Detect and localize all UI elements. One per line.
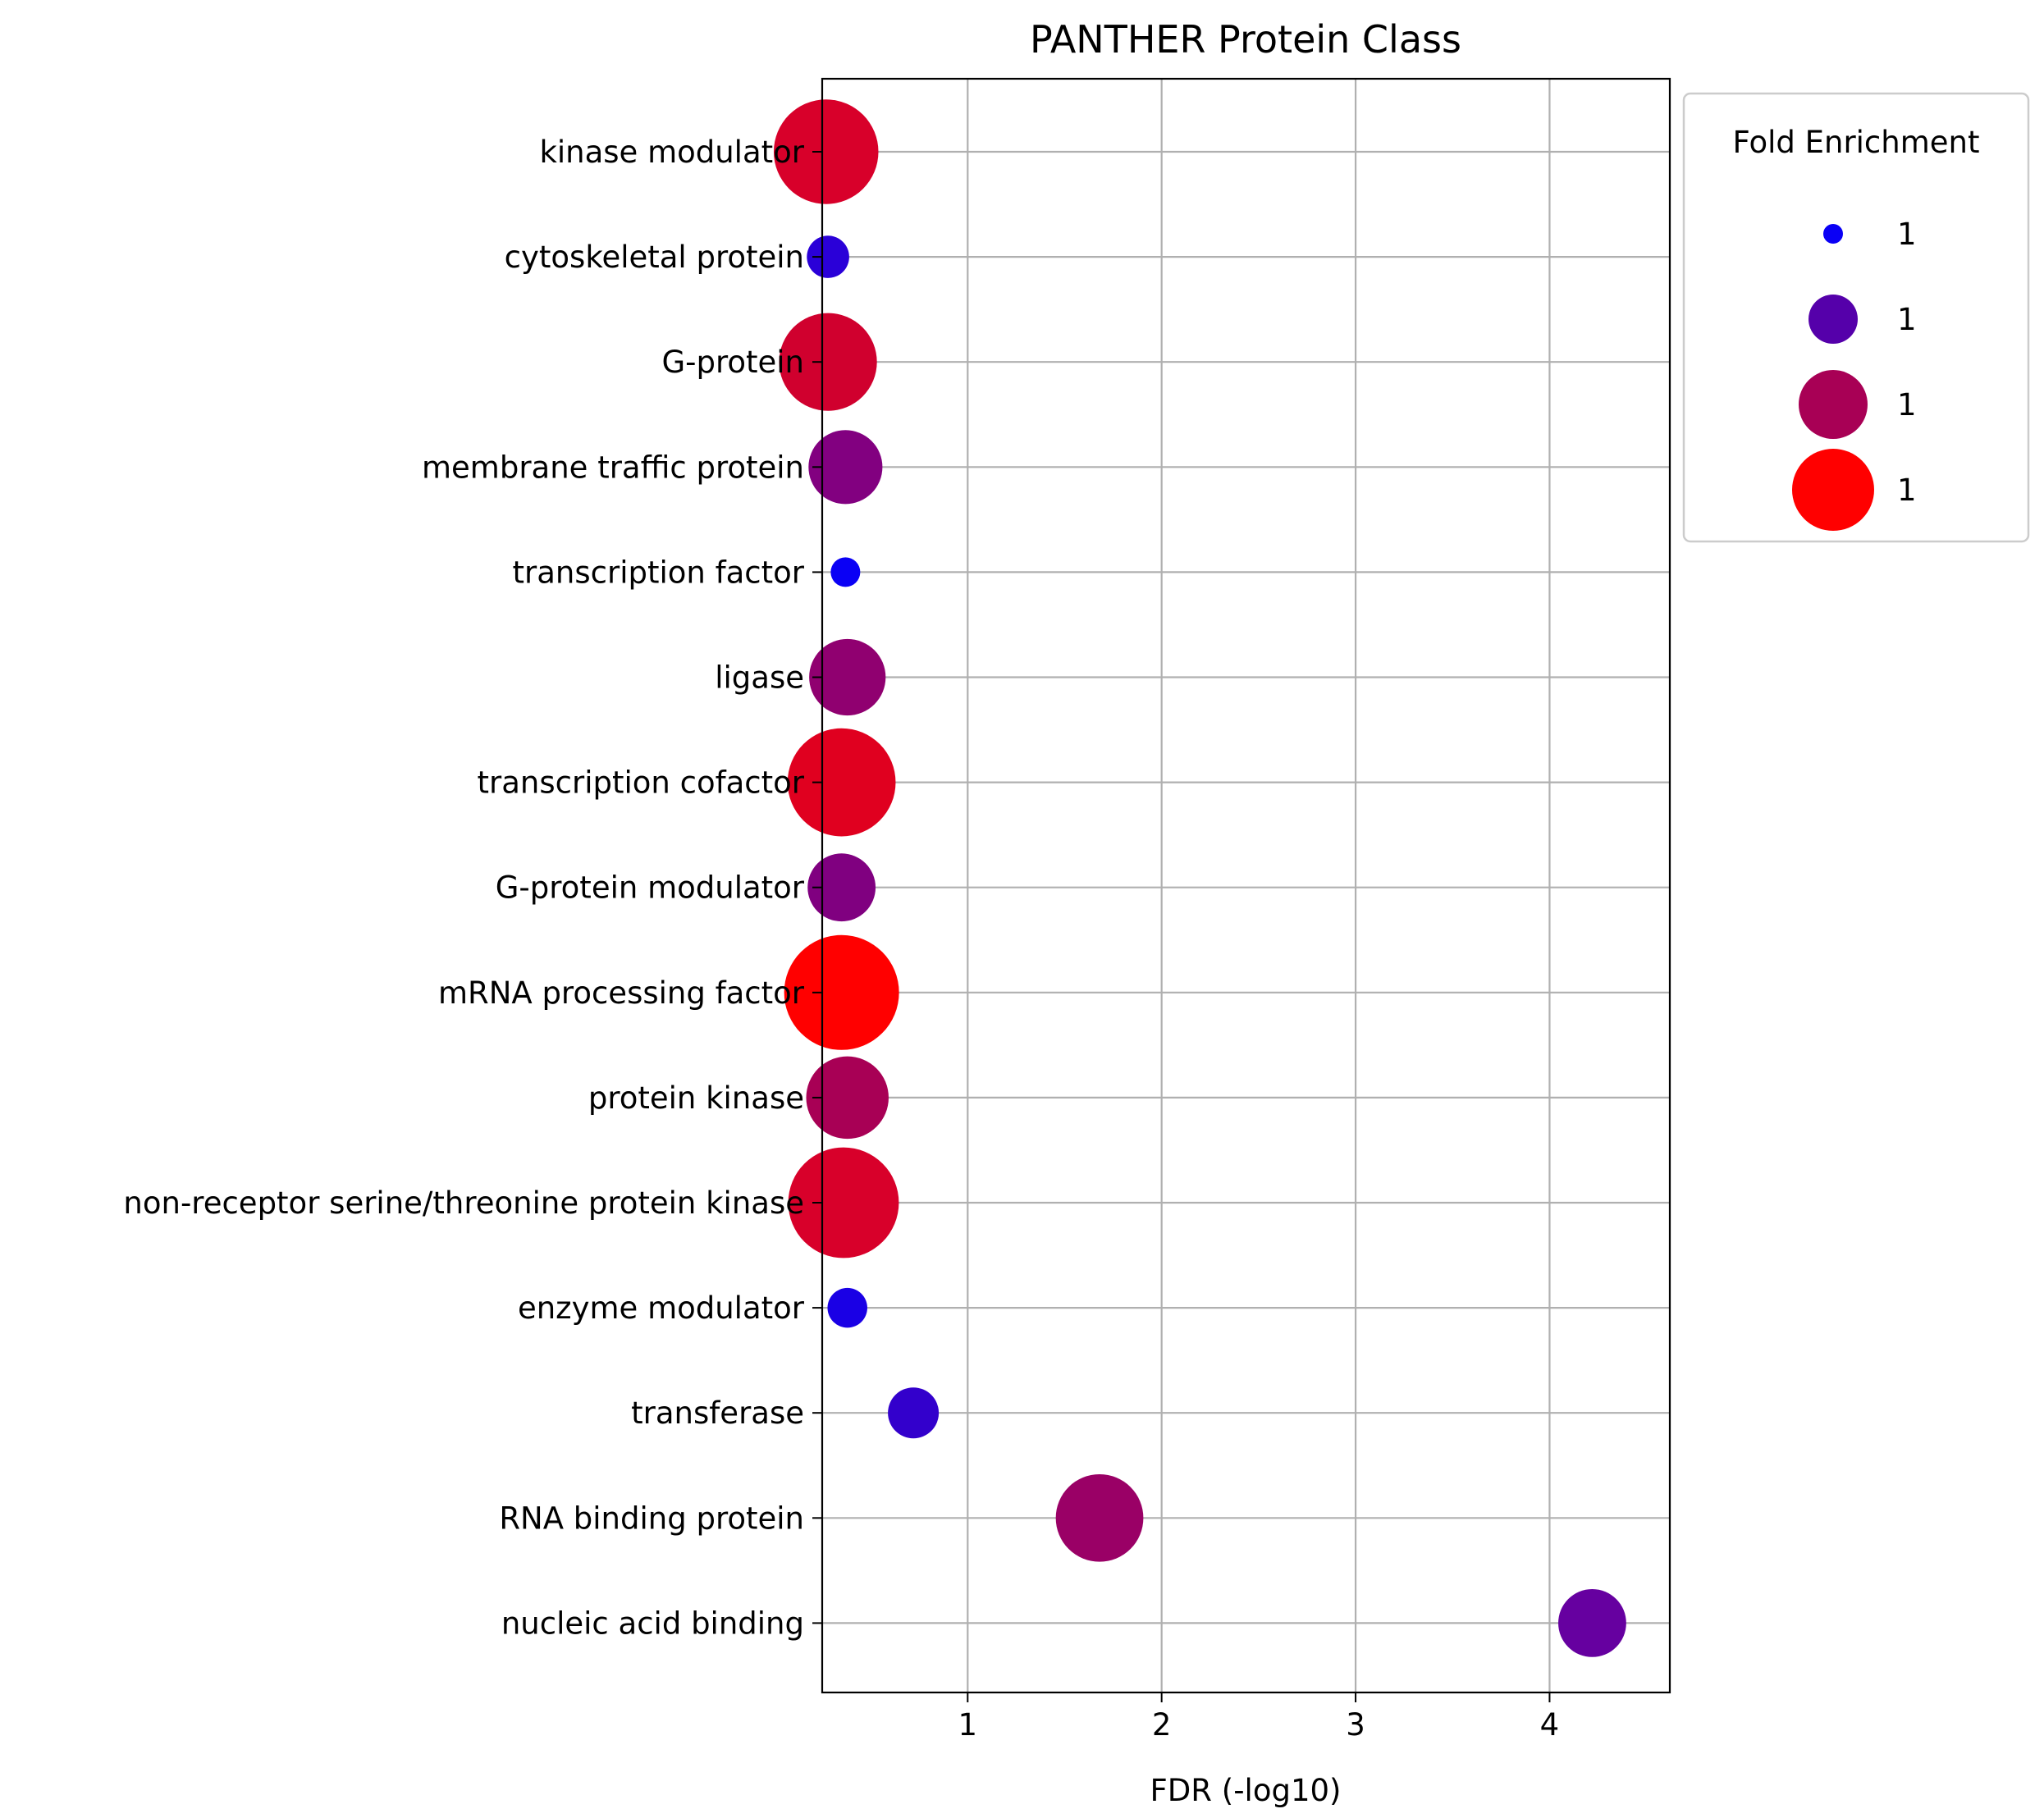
x-tick-labels: 1 2 3 4 bbox=[958, 1692, 1560, 1743]
legend-marker bbox=[1792, 449, 1874, 531]
y-tick-label: transferase bbox=[631, 1395, 804, 1431]
x-axis-label: FDR (-log10) bbox=[1150, 1773, 1342, 1808]
legend: Fold Enrichment 1 1 1 1 bbox=[1682, 92, 2030, 543]
bubble-point bbox=[807, 853, 876, 922]
legend-entries: 1 1 1 1 bbox=[1792, 217, 1917, 531]
chart-title: PANTHER Protein Class bbox=[1030, 17, 1461, 62]
y-tick-label: RNA binding protein bbox=[499, 1501, 804, 1536]
bubble-point bbox=[784, 934, 899, 1050]
y-tick-label: transcription factor bbox=[513, 555, 805, 590]
x-tick-label: 1 bbox=[958, 1707, 978, 1743]
bubble-point bbox=[773, 99, 879, 204]
bubble-point bbox=[809, 638, 886, 716]
legend-label: 1 bbox=[1897, 302, 1917, 337]
y-tick-label: membrane traffic protein bbox=[422, 450, 804, 485]
bubble-marks bbox=[773, 99, 1626, 1657]
legend-marker bbox=[1823, 224, 1843, 244]
legend-label: 1 bbox=[1897, 473, 1917, 508]
bubble-point bbox=[787, 728, 896, 837]
y-tick-label: protein kinase bbox=[588, 1080, 804, 1116]
bubble-point bbox=[806, 1056, 889, 1140]
bubble-point bbox=[788, 1147, 899, 1258]
plot-frame bbox=[821, 77, 1671, 1694]
legend-title: Fold Enrichment bbox=[1732, 125, 1979, 160]
x-tick-label: 3 bbox=[1346, 1707, 1365, 1743]
y-tick-label: kinase modulator bbox=[539, 135, 804, 170]
y-tick-label: G-protein modulator bbox=[496, 870, 805, 906]
bubble-point bbox=[1558, 1589, 1626, 1657]
bubble-point bbox=[1055, 1473, 1144, 1562]
grid-layer bbox=[822, 79, 1670, 1692]
y-tick-label: non-receptor serine/threonine protein ki… bbox=[123, 1185, 804, 1221]
legend-marker bbox=[1809, 295, 1858, 344]
y-tick-label: G-protein bbox=[661, 345, 804, 380]
bubble-point bbox=[779, 313, 877, 411]
legend-marker bbox=[1799, 370, 1868, 439]
legend-label: 1 bbox=[1897, 217, 1917, 252]
x-tick-label: 2 bbox=[1152, 1707, 1172, 1743]
y-tick-label: enzyme modulator bbox=[518, 1290, 805, 1326]
y-tick-label: ligase bbox=[715, 660, 804, 696]
y-tick-label: cytoskeletal protein bbox=[505, 240, 804, 275]
bubble-point bbox=[830, 557, 861, 587]
bubble-point bbox=[888, 1387, 940, 1439]
axes bbox=[821, 77, 1671, 1694]
x-tick-label: 4 bbox=[1540, 1707, 1560, 1743]
y-tick-label: nucleic acid binding bbox=[501, 1606, 804, 1641]
legend-label: 1 bbox=[1897, 387, 1917, 423]
y-tick-label: mRNA processing factor bbox=[438, 975, 805, 1011]
y-tick-label: transcription cofactor bbox=[478, 765, 805, 801]
bubble-point bbox=[808, 430, 883, 505]
bubble-point bbox=[827, 1287, 867, 1328]
y-tick-labels: kinase modulator cytoskeletal protein G-pr… bbox=[123, 135, 822, 1641]
bubble-point bbox=[807, 235, 849, 278]
